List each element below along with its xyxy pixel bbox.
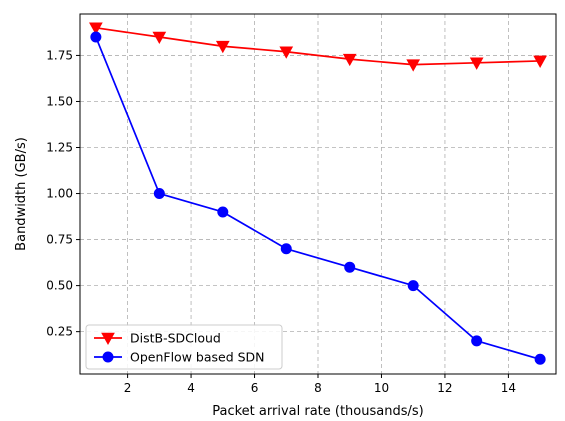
- data-point-1-3: [280, 243, 292, 255]
- y-tick-label: 1.00: [46, 187, 73, 201]
- legend-label: OpenFlow based SDN: [130, 350, 265, 365]
- x-axis-title: Packet arrival rate (thousands/s): [212, 404, 423, 419]
- data-point-0-4: [342, 53, 357, 67]
- data-point-1-4: [344, 261, 356, 273]
- data-point-1-5: [407, 280, 419, 292]
- data-point-1-1: [153, 188, 165, 200]
- legend-box: [85, 324, 283, 370]
- x-tick-label: 4: [187, 381, 195, 395]
- data-point-1-2: [217, 206, 229, 218]
- series-line-0: [95, 26, 541, 66]
- x-tick-label: 6: [251, 381, 259, 395]
- x-tick-label: 8: [314, 381, 322, 395]
- data-point-1-7: [534, 353, 546, 365]
- data-point-0-6: [469, 57, 484, 70]
- legend-swatch-marker: [101, 332, 115, 346]
- data-point-0-1: [152, 31, 167, 45]
- legend-swatch-marker: [102, 351, 114, 363]
- y-axis-title: Bandwidth (GB/s): [14, 137, 29, 251]
- legend-label: DistB-SDCloud: [130, 331, 221, 346]
- y-tick-label: 0.25: [46, 325, 73, 339]
- x-tick-label: 14: [501, 381, 516, 395]
- y-tick-label: 1.25: [46, 141, 73, 155]
- x-tick-label: 2: [124, 381, 132, 395]
- y-axis-ticks: 0.25 0.50 0.75 1.00 1.25 1.50 1.75: [46, 48, 80, 339]
- x-tick-label: 12: [437, 381, 452, 395]
- legend: DistB-SDCloud OpenFlow based SDN: [85, 324, 283, 370]
- data-point-1-6: [471, 335, 483, 347]
- data-point-1-0: [90, 31, 102, 43]
- data-point-0-0: [89, 22, 103, 35]
- series-markers: [89, 22, 547, 365]
- y-tick-label: 1.50: [46, 94, 73, 108]
- series-lines: [95, 26, 541, 361]
- data-point-0-3: [279, 46, 294, 59]
- data-point-0-5: [406, 59, 421, 72]
- y-tick-label: 0.75: [46, 233, 73, 247]
- series-line-1: [95, 36, 541, 361]
- data-point-0-7: [533, 55, 547, 68]
- data-point-0-2: [215, 40, 230, 54]
- x-tick-label: 10: [374, 381, 389, 395]
- y-tick-label: 0.50: [46, 279, 73, 293]
- y-tick-label: 1.75: [46, 48, 73, 62]
- x-axis-ticks: 2 4 6 8 10 12 14: [124, 374, 516, 395]
